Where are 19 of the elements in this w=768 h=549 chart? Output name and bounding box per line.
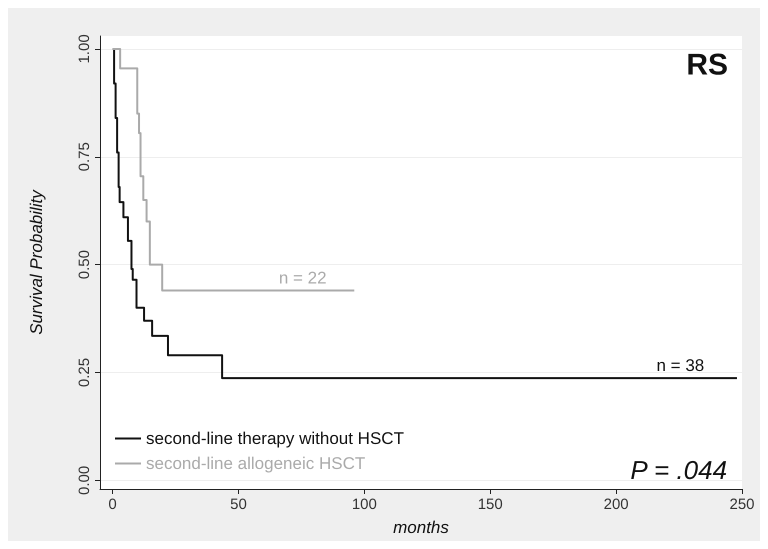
annotation: P = .044 bbox=[630, 455, 728, 485]
legend-label: second-line allogeneic HSCT bbox=[146, 454, 366, 473]
y-axis-title: Survival Probability bbox=[27, 188, 46, 335]
y-tick-label: 0.25 bbox=[76, 358, 93, 388]
x-tick-label: 150 bbox=[478, 496, 503, 513]
y-tick-label: 0.00 bbox=[76, 466, 93, 495]
x-tick-label: 250 bbox=[729, 496, 755, 513]
y-tick-label: 0.50 bbox=[76, 250, 93, 280]
annotation: n = 38 bbox=[656, 356, 704, 376]
y-tick-label: 0.75 bbox=[76, 142, 93, 172]
x-axis-title: months bbox=[393, 518, 450, 537]
y-tick-label: 1.00 bbox=[76, 34, 93, 64]
x-tick-label: 50 bbox=[230, 496, 247, 513]
x-tick-label: 200 bbox=[604, 496, 629, 513]
legend-label: second-line therapy without HSCT bbox=[146, 429, 404, 448]
x-tick-label: 100 bbox=[352, 496, 377, 513]
x-tick-label: 0 bbox=[108, 496, 117, 513]
annotation: RS bbox=[686, 48, 728, 82]
annotation: n = 22 bbox=[278, 268, 327, 288]
